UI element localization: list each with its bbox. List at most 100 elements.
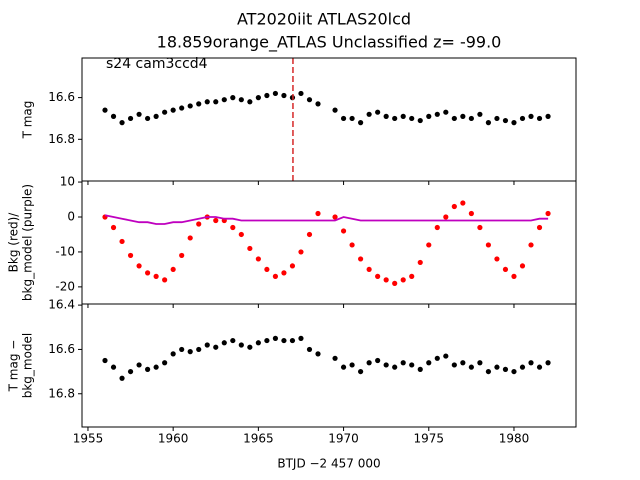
axes-frame	[81, 180, 577, 305]
x-tick-label: 1955	[73, 432, 104, 446]
data-point	[272, 273, 279, 279]
data-point	[434, 355, 440, 361]
data-point	[272, 90, 279, 97]
data-point	[298, 335, 304, 341]
data-point	[306, 97, 313, 103]
data-point	[409, 115, 415, 122]
y-tick-label: 16.6	[48, 90, 75, 104]
data-point	[332, 214, 338, 220]
data-point	[340, 115, 347, 122]
data-point	[162, 360, 168, 366]
data-point	[204, 99, 210, 105]
data-point	[102, 107, 108, 113]
data-point	[349, 362, 355, 368]
data-point	[485, 368, 492, 375]
data-point	[383, 362, 389, 368]
data-point	[366, 266, 372, 273]
data-point	[289, 337, 296, 344]
data-point	[153, 113, 159, 119]
data-point	[187, 103, 193, 109]
data-point	[502, 366, 509, 372]
data-point	[502, 117, 509, 124]
data-point	[528, 242, 534, 248]
data-point	[392, 364, 398, 370]
data-point	[340, 364, 347, 370]
y-tick-label: 16.4	[48, 298, 75, 312]
data-point	[238, 342, 244, 348]
data-point	[247, 245, 253, 252]
title-line: AT2020iit ATLAS20lcd	[237, 10, 411, 29]
y-tick-label: -20	[55, 279, 75, 293]
data-point	[213, 99, 219, 105]
data-point	[545, 210, 551, 217]
data-point	[127, 115, 134, 122]
data-point	[502, 266, 509, 273]
data-point	[417, 259, 423, 266]
data-point	[264, 337, 270, 344]
data-point	[298, 90, 304, 97]
data-point	[170, 107, 176, 113]
data-point	[162, 109, 168, 115]
data-point	[255, 256, 261, 262]
data-point	[545, 360, 551, 366]
data-point	[136, 362, 142, 368]
data-point	[519, 263, 526, 269]
x-tick-label: 1960	[158, 432, 189, 446]
data-point	[110, 113, 117, 119]
x-tick-label: 1980	[499, 432, 530, 446]
data-point	[119, 238, 125, 245]
data-point	[511, 273, 517, 279]
data-point	[306, 231, 313, 238]
data-point	[477, 360, 483, 366]
plot-area	[102, 335, 551, 381]
data-point	[332, 107, 338, 113]
data-point	[400, 277, 406, 283]
data-point	[281, 270, 287, 276]
y-axis-label: Bkg (red)/	[7, 212, 21, 273]
data-point	[136, 263, 142, 269]
title-line: 18.859orange_ATLAS Unclassified z= -99.0	[157, 33, 502, 53]
data-point	[536, 364, 543, 370]
data-point	[536, 115, 543, 122]
data-point	[477, 111, 483, 117]
data-point	[264, 92, 270, 99]
data-point	[162, 277, 168, 283]
data-point	[196, 221, 202, 227]
data-point	[426, 242, 432, 248]
data-point	[230, 224, 236, 231]
data-point	[443, 109, 449, 115]
data-point	[528, 360, 534, 366]
data-point	[358, 120, 364, 126]
data-point	[460, 200, 466, 206]
y-tick-label: 0	[67, 209, 75, 223]
y-axis-label: bkg_model	[21, 333, 35, 399]
data-point	[519, 115, 526, 122]
data-point	[400, 360, 406, 366]
data-point	[281, 337, 287, 344]
data-point	[494, 256, 500, 262]
data-point	[511, 120, 517, 126]
model-line	[104, 214, 549, 225]
data-point	[289, 263, 296, 269]
data-point	[110, 224, 117, 231]
y-tick-label: -10	[55, 244, 75, 258]
data-point	[383, 277, 389, 283]
data-point	[409, 362, 415, 368]
data-point	[145, 115, 151, 122]
data-point	[187, 235, 193, 241]
data-point	[451, 115, 457, 122]
axes-frame	[81, 57, 577, 182]
data-point	[460, 360, 466, 366]
data-point	[255, 340, 261, 346]
plot-area	[102, 58, 551, 181]
data-point	[145, 270, 151, 276]
data-point	[536, 224, 543, 231]
data-point	[392, 115, 398, 122]
data-point	[485, 120, 492, 126]
data-point	[468, 364, 474, 370]
y-tick-label: 16.8	[48, 132, 75, 146]
data-point	[153, 364, 159, 370]
data-point	[477, 224, 483, 231]
data-point	[511, 368, 517, 375]
